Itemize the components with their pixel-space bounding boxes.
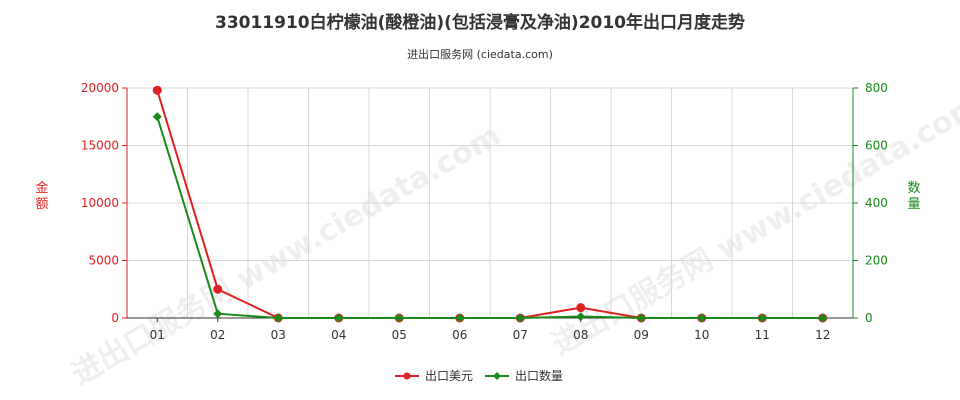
data-point-right	[334, 313, 344, 323]
x-tick-label: 04	[331, 328, 346, 342]
data-point-right	[576, 312, 586, 322]
data-point-right	[697, 313, 707, 323]
left-tick-label: 15000	[81, 139, 119, 153]
data-point-right	[757, 313, 767, 323]
x-tick-label: 05	[392, 328, 407, 342]
legend-marker	[493, 372, 501, 380]
legend-marker	[403, 372, 411, 380]
x-tick-label: 09	[634, 328, 649, 342]
x-tick-label: 10	[694, 328, 709, 342]
x-tick-label: 02	[210, 328, 225, 342]
x-tick-label: 03	[271, 328, 286, 342]
data-point-left	[213, 284, 223, 294]
x-tick-label: 12	[815, 328, 830, 342]
left-tick-label: 0	[111, 311, 119, 325]
data-point-right	[636, 313, 646, 323]
x-tick-label: 11	[755, 328, 770, 342]
chart-title: 33011910白柠檬油(酸橙油)(包括浸膏及净油)2010年出口月度走势	[214, 13, 746, 33]
data-point-right	[213, 309, 223, 319]
left-tick-label: 5000	[88, 254, 119, 268]
chart-subtitle: 进出口服务网 (ciedata.com)	[407, 48, 553, 61]
data-point-right	[455, 313, 465, 323]
right-axis-label: 数量	[907, 181, 920, 212]
left-tick-label: 10000	[81, 196, 119, 210]
x-tick-label: 07	[513, 328, 528, 342]
data-point-right	[273, 313, 283, 323]
legend-label: 出口美元	[425, 369, 473, 383]
data-point-right	[394, 313, 404, 323]
right-tick-label: 400	[865, 196, 888, 210]
right-tick-label: 600	[865, 139, 888, 153]
x-tick-label: 08	[573, 328, 588, 342]
x-tick-label: 01	[150, 328, 165, 342]
right-tick-label: 800	[865, 81, 888, 95]
left-axis-label: 金额	[35, 180, 48, 212]
data-point-left	[576, 303, 586, 313]
right-tick-label: 200	[865, 254, 888, 268]
data-point-right	[818, 313, 828, 323]
data-point-right	[515, 313, 525, 323]
data-point-right	[152, 112, 162, 122]
left-tick-label: 20000	[81, 81, 119, 95]
series-line-right	[156, 116, 823, 319]
data-point-left	[152, 85, 162, 95]
legend-label: 出口数量	[515, 368, 563, 383]
right-tick-label: 0	[865, 311, 873, 325]
x-tick-label: 06	[452, 328, 467, 342]
